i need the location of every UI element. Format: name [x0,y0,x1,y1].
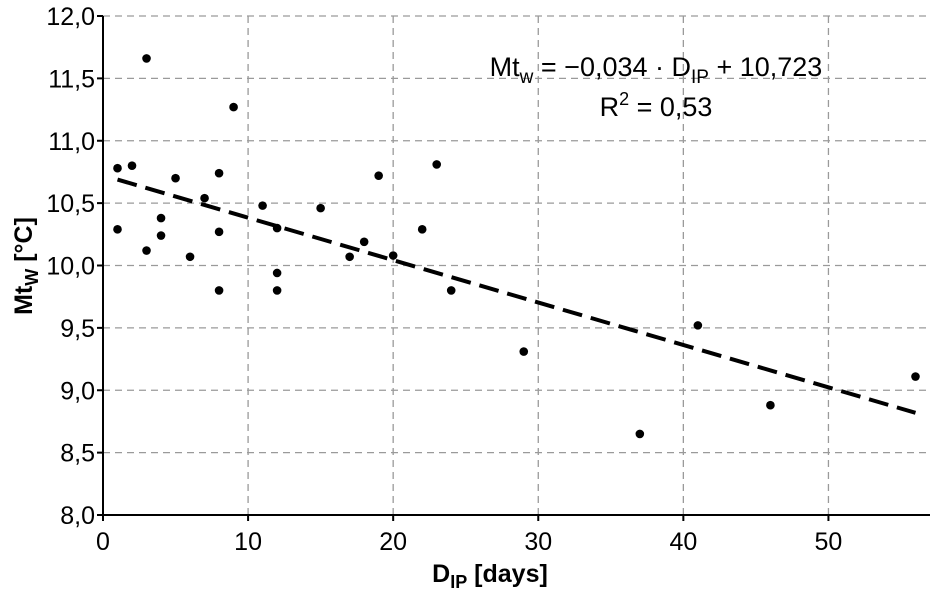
y-tick-label: 8,0 [60,502,95,530]
data-point [142,54,151,63]
data-point [519,347,529,356]
data-point [272,286,282,295]
tick-labels: 0 10 20 30 40 50 8,0 8,5 9,0 9,5 10,0 10,5 11,0 11,5 1… [46,3,842,556]
data-point [214,286,224,295]
y-tick-label: 8,5 [60,440,95,468]
data-point [272,268,282,278]
data-point [272,223,282,233]
data-point [127,161,137,170]
data-point [113,163,122,173]
trendline-group [116,177,917,415]
y-tick-label: 9,5 [60,315,95,343]
r-squared-label: R2 = 0,53 [600,89,713,122]
data-point [374,171,383,180]
data-point [432,160,442,169]
x-tick-label: 0 [96,528,110,556]
y-tick-label: 10,5 [46,190,95,218]
y-tick-label: 9,0 [60,377,95,405]
x-tick-label: 30 [524,528,552,556]
data-point [214,227,224,237]
data-point [113,225,122,234]
data-point [359,237,369,247]
y-axis-title: MtW [°C] [10,217,42,315]
data-point [200,193,209,203]
y-tick-label: 11,5 [48,65,95,93]
regression-equation: Mtw = −0,034 · DIP + 10,723 [490,52,823,88]
trendline [116,177,917,415]
data-point [766,400,775,410]
data-point [156,213,166,223]
data-point [417,225,427,234]
x-tick-label: 40 [669,528,697,556]
data-point [156,231,166,240]
x-tick-label: 20 [379,528,407,556]
data-point [388,251,398,260]
data-point [214,168,224,178]
data-point [345,252,354,262]
data-point [142,246,151,255]
data-point [171,173,180,183]
grid [103,15,930,515]
x-tick-label: 10 [234,528,262,556]
data-point [911,372,920,381]
x-axis-title: DIP [days] [432,560,548,592]
data-point [316,203,325,213]
x-tick-label: 50 [815,528,843,556]
y-tick-label: 10,0 [46,253,95,281]
data-point [693,321,703,330]
data-point [446,286,456,295]
y-tick-label: 11,0 [48,128,95,156]
data-point [258,201,267,210]
data-points [113,54,920,439]
data-point [635,429,645,439]
axes [97,15,930,521]
y-tick-label: 12,0 [46,3,95,31]
data-point [185,252,195,262]
data-point [229,102,238,112]
